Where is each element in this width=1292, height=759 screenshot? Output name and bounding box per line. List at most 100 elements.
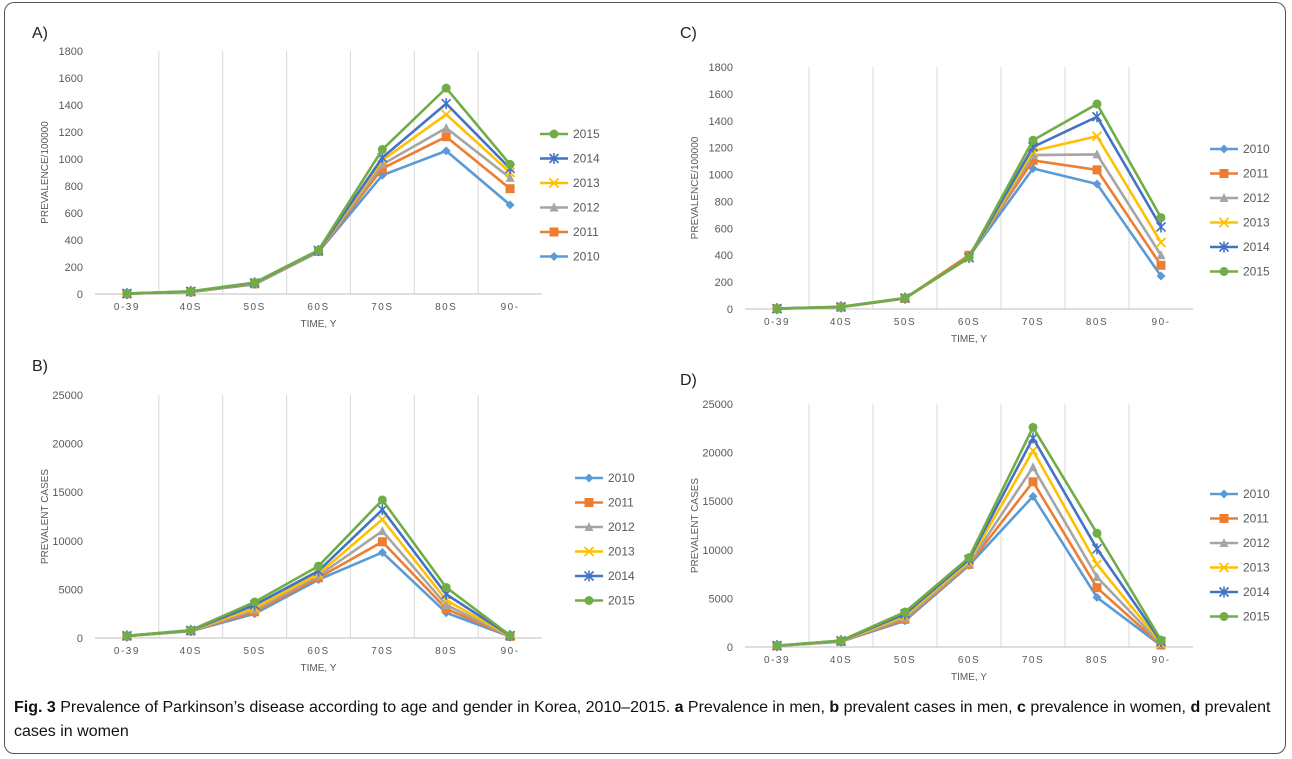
caption-panel-letter: d: [1190, 699, 1201, 716]
series-line-2013: [776, 449, 1163, 648]
series-line-2011: [126, 540, 511, 638]
chart-panel-b: B) 0 5000 10000 15000 20000 25000 0-39 40S 50S 60S…: [32, 358, 635, 674]
data-point-2012: [441, 122, 451, 132]
data-point-2014: [1091, 111, 1103, 123]
data-point-2015: [441, 83, 451, 93]
data-point-2015: [1092, 528, 1102, 538]
series-2015: [772, 422, 1166, 651]
y-tick-label: 1400: [709, 116, 733, 128]
x-axis-title: TIME, Y: [301, 663, 337, 674]
x-tick-label: 80S: [1086, 655, 1108, 666]
data-point-2010: [377, 547, 387, 557]
x-tick-label: 90-: [1152, 317, 1171, 328]
data-point-2012: [1092, 149, 1102, 159]
y-tick-label: 0: [77, 289, 83, 301]
series-2010: [122, 146, 515, 299]
data-point-2015: [836, 636, 846, 646]
y-tick-label: 15000: [52, 487, 83, 499]
data-point-2015: [250, 597, 260, 607]
series-2010: [772, 491, 1166, 651]
legend-marker-2014: [1218, 586, 1230, 598]
caption-frame: [4, 690, 1286, 754]
data-point-2011: [1092, 583, 1102, 593]
series-line-2012: [126, 126, 511, 296]
y-tick-label: 1800: [709, 62, 733, 74]
y-tick-label: 200: [65, 262, 83, 274]
data-point-2013: [1091, 559, 1103, 570]
data-point-2015: [377, 145, 387, 155]
data-point-2015: [505, 159, 515, 169]
data-point-2015: [377, 495, 387, 505]
legend-marker-2013: [583, 546, 595, 557]
y-tick-label: 600: [65, 208, 83, 220]
x-tick-label: 0-39: [114, 302, 140, 313]
data-point-2014: [1155, 221, 1167, 233]
data-point-2012: [377, 159, 387, 169]
y-tick-label: 0: [727, 304, 733, 316]
legend-label-2011: 2011: [573, 225, 599, 239]
y-tick-label: 800: [715, 196, 733, 208]
caption-text: Prevalence of Parkinson’s disease accord…: [14, 699, 1270, 740]
data-point-2010: [1028, 164, 1038, 174]
data-point-2015: [900, 607, 910, 617]
chart-panel-d: D) 0 5000 10000 15000 20000 25000 0-39 40S 50S 60S…: [680, 372, 1270, 683]
data-point-2015: [122, 631, 132, 641]
data-point-2011: [505, 184, 515, 194]
data-point-2012: [505, 172, 515, 182]
y-tick-label: 1600: [59, 73, 83, 85]
data-point-2015: [314, 561, 323, 571]
legend-marker-2014: [1218, 241, 1230, 253]
legend-marker-2015: [584, 596, 594, 605]
y-tick-label: 25000: [52, 390, 83, 402]
x-tick-label: 0-39: [114, 646, 140, 657]
series-2012: [122, 122, 515, 298]
data-point-2015: [441, 582, 451, 592]
x-tick-label: 40S: [180, 646, 202, 657]
panel-label: C): [680, 25, 697, 42]
legend-marker-2013: [1218, 217, 1230, 228]
x-tick-label: 90-: [501, 646, 520, 657]
legend-label-2011: 2011: [1243, 167, 1269, 181]
data-point-2015: [505, 630, 515, 640]
data-point-2015: [1092, 99, 1102, 109]
x-axis-title: TIME, Y: [301, 319, 337, 330]
data-point-2015: [1156, 213, 1166, 223]
data-point-2010: [1028, 491, 1038, 501]
legend-marker-2015: [549, 129, 559, 139]
panel-label: A): [32, 25, 48, 42]
series-2013: [771, 131, 1167, 314]
caption-segment: Prevalence of Parkinson’s disease accord…: [55, 699, 675, 716]
series-2011: [122, 132, 515, 299]
series-2014: [771, 111, 1167, 315]
legend-marker-2010: [1219, 144, 1229, 154]
y-tick-label: 800: [65, 181, 83, 193]
x-tick-label: 0-39: [764, 317, 790, 328]
legend-marker-2015: [1219, 612, 1229, 621]
legend-marker-2012: [584, 522, 594, 531]
caption-segment: prevalence in women,: [1025, 699, 1191, 716]
y-tick-label: 1000: [709, 170, 733, 182]
data-point-2015: [772, 641, 782, 651]
y-axis-title: PREVALENCE/100000: [40, 121, 51, 224]
x-tick-label: 0-39: [764, 655, 790, 666]
legend-label-2011: 2011: [608, 496, 634, 510]
data-point-2011: [377, 163, 387, 173]
legend-label-2010: 2010: [1243, 142, 1270, 156]
data-point-2015: [964, 252, 974, 262]
panel-label: D): [680, 372, 697, 389]
data-point-2015: [1028, 422, 1038, 432]
x-axis-title: TIME, Y: [951, 672, 987, 683]
x-tick-label: 40S: [830, 655, 852, 666]
y-tick-label: 600: [715, 223, 733, 235]
x-tick-label: 70S: [1022, 317, 1044, 328]
data-point-2012: [1156, 250, 1166, 260]
data-point-2011: [1156, 260, 1166, 270]
x-tick-label: 90-: [1152, 655, 1171, 666]
data-point-2013: [441, 109, 452, 120]
legend-label-2014: 2014: [573, 152, 600, 166]
y-tick-label: 20000: [52, 439, 83, 451]
x-tick-label: 80S: [435, 646, 457, 657]
legend-marker-2012: [549, 202, 559, 212]
y-tick-label: 400: [715, 250, 733, 262]
legend-marker-2011: [1219, 514, 1229, 523]
